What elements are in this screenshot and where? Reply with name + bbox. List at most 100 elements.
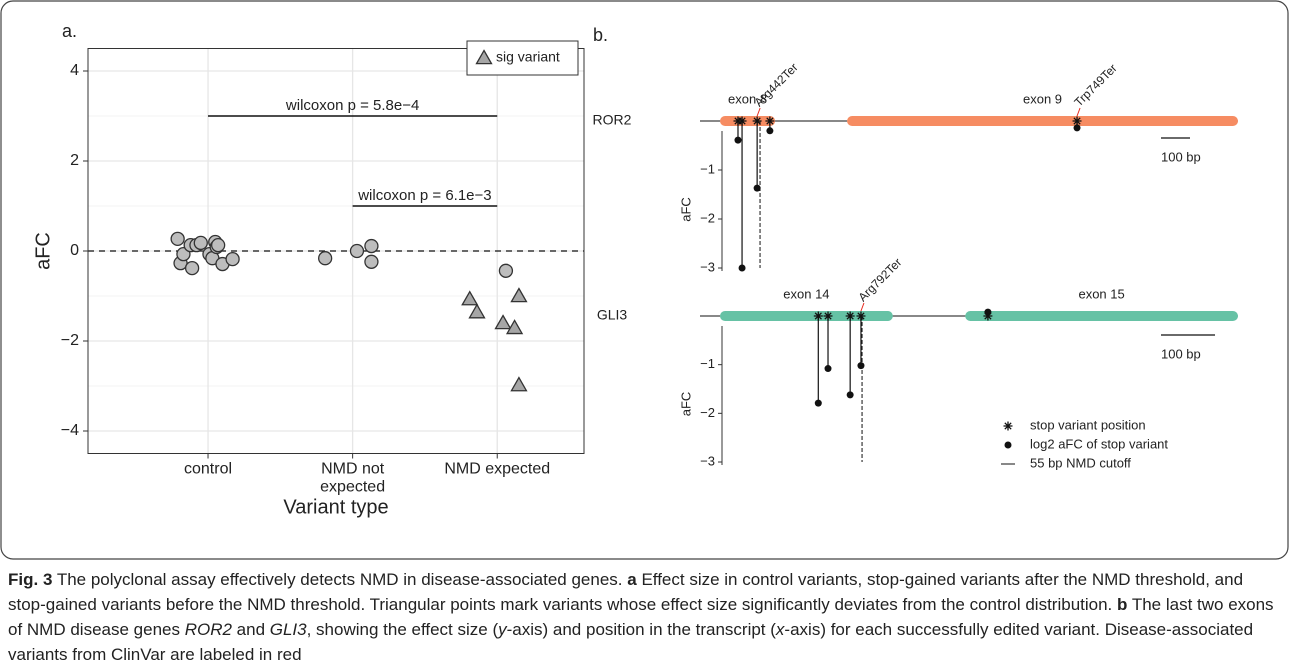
legend-label: log2 aFC of stop variant (1030, 436, 1168, 451)
caption-part: The polyclonal assay effectively detects… (52, 570, 628, 589)
y-tick-label: 4 (70, 62, 79, 79)
y-tick-label: −3 (700, 259, 715, 274)
legend-symbol (475, 49, 493, 65)
stop-variant (845, 311, 855, 321)
point (184, 260, 200, 276)
afc-dot (846, 391, 854, 399)
point (494, 314, 512, 330)
point (364, 254, 379, 269)
afc-dot (1073, 124, 1081, 132)
scale-bar-label: 100 bp (1161, 149, 1201, 164)
caption-part: b (1117, 595, 1128, 614)
point (349, 243, 365, 259)
afc-dot (984, 308, 992, 316)
caption-part: Fig. 3 (8, 570, 53, 589)
exon-label: exon 9 (1023, 91, 1062, 106)
afc-dot (814, 399, 822, 407)
stop-variant (737, 116, 747, 126)
legend-label: 55 bp NMD cutoff (1030, 455, 1131, 470)
panel-label: a. (62, 21, 77, 41)
x-tick-label: NMD not expected (320, 461, 385, 496)
x-axis-label: Variant type (283, 496, 388, 518)
legend-symbol (1003, 421, 1013, 431)
point (468, 303, 486, 319)
clinvar-label: Trp749Ter (1071, 61, 1119, 109)
figure-frame (0, 0, 1289, 560)
caption-part: y (498, 620, 507, 639)
caption-part: a (627, 570, 637, 589)
stop-variant (983, 311, 993, 321)
y-axis-label: aFC (32, 232, 54, 270)
caption-part: The last two exons of NMD disease genes (8, 595, 1274, 639)
caption-part: GLI3 (269, 620, 307, 639)
bracket-label: wilcoxon p = 6.1e−3 (357, 187, 491, 204)
legend-symbol (1004, 441, 1012, 449)
gene-name: GLI3 (597, 307, 628, 323)
y-tick-label: −1 (700, 161, 715, 176)
stop-variant (1072, 116, 1082, 126)
stop-variant (823, 311, 833, 321)
y-tick-label: −2 (61, 332, 79, 349)
point (210, 237, 226, 253)
caption-part: ROR2 (184, 620, 232, 639)
x-tick-label: control (184, 461, 232, 478)
y-axis-label: aFC (678, 197, 693, 222)
y-tick-label: 0 (70, 242, 79, 259)
stop-variant (752, 116, 762, 126)
y-tick-label: −1 (700, 356, 715, 371)
afc-dot (857, 362, 865, 370)
exon-label: exon 15 (1078, 286, 1124, 301)
gene-name: ROR2 (593, 112, 632, 128)
point (364, 238, 379, 254)
exon (720, 116, 776, 126)
exon-label: exon 14 (783, 286, 829, 301)
clinvar-label: Arg792Ter (855, 255, 904, 304)
stop-variant (765, 116, 775, 126)
point (461, 290, 479, 306)
label-arrow (756, 107, 761, 117)
afc-dot (734, 136, 742, 144)
afc-dot (766, 127, 774, 135)
point (505, 319, 524, 335)
legend-label: sig variant (496, 49, 560, 65)
point (510, 287, 528, 303)
afc-dot (753, 184, 761, 192)
x-tick-label: NMD expected (444, 461, 550, 478)
caption-part: x (775, 620, 785, 639)
plot-border (87, 48, 585, 454)
label-arrow (860, 302, 865, 312)
exon (719, 311, 893, 321)
scale-bar-label: 100 bp (1161, 346, 1201, 361)
exon (847, 116, 1238, 126)
y-tick-label: −3 (700, 453, 715, 468)
point (225, 251, 240, 267)
bracket-label: wilcoxon p = 5.8e−4 (285, 97, 419, 114)
panel-label: b. (593, 25, 608, 45)
clinvar-label: Arg442Ter (752, 60, 801, 109)
figure: −4 −2 0 2 4 control NMD not expected NMD expecte… (0, 0, 1289, 560)
caption-part: -axis) and position in the transcript ( (506, 620, 776, 639)
caption-part: , showing the effect size ( (306, 620, 499, 639)
caption-part: Effect size in control variants, stop-ga… (8, 570, 1244, 614)
exon-label: exon 8 (728, 91, 767, 106)
point (510, 376, 528, 392)
point (318, 251, 333, 266)
point (170, 231, 185, 247)
legend-label: stop variant position (1030, 417, 1146, 432)
afc-dot (824, 365, 832, 373)
point (498, 263, 514, 278)
stop-variant (813, 311, 823, 321)
point (193, 235, 208, 251)
stop-variant (856, 311, 866, 321)
y-tick-label: 2 (70, 152, 79, 169)
y-axis-label: aFC (678, 392, 693, 417)
caption-part: and (231, 620, 270, 639)
y-tick-label: −4 (61, 422, 79, 439)
label-arrow (1076, 107, 1081, 117)
y-tick-label: −2 (700, 405, 715, 420)
caption: Fig. 3 The polyclonal assay effectively … (8, 567, 1280, 667)
exon (965, 311, 1238, 321)
afc-dot (738, 264, 746, 272)
y-tick-label: −2 (700, 210, 715, 225)
